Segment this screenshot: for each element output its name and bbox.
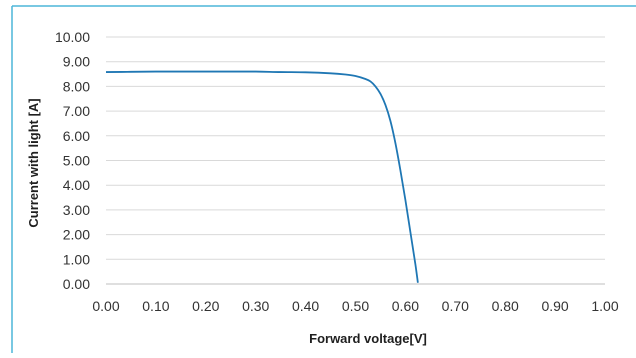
x-tick-label: 0.00	[92, 298, 119, 314]
x-tick-label: 0.70	[442, 298, 469, 314]
x-tick-label: 0.10	[142, 298, 169, 314]
x-tick-label: 0.50	[342, 298, 369, 314]
y-tick-label: 3.00	[63, 202, 90, 218]
y-tick-label: 7.00	[63, 103, 90, 119]
x-tick-label: 0.40	[292, 298, 319, 314]
y-tick-label: 4.00	[63, 177, 90, 193]
x-axis-title: Forward voltage[V]	[309, 331, 427, 346]
y-axis-title: Current with light [A]	[26, 98, 41, 227]
iv-curve-line	[105, 70, 419, 283]
x-tick-label: 0.80	[492, 298, 519, 314]
y-tick-label: 8.00	[63, 78, 90, 94]
x-tick-labels: 0.00 0.10 0.20 0.30 0.40 0.50 0.60 0.70 0.80 0.90…	[92, 298, 618, 314]
x-tick-label: 0.60	[392, 298, 419, 314]
grid-layer	[106, 36, 605, 285]
y-tick-label: 5.00	[63, 153, 90, 169]
x-tick-label: 1.00	[591, 298, 618, 314]
y-tick-label: 9.00	[63, 54, 90, 70]
y-tick-label: 10.00	[55, 29, 90, 45]
y-tick-labels: 0.00 1.00 2.00 3.00 4.00 5.00 6.00 7.00 8.00 9.00…	[55, 29, 90, 292]
series-layer	[105, 70, 419, 283]
x-tick-label: 0.30	[242, 298, 269, 314]
x-tick-label: 0.90	[541, 298, 568, 314]
y-tick-label: 6.00	[63, 128, 90, 144]
x-tick-label: 0.20	[192, 298, 219, 314]
y-tick-label: 0.00	[63, 276, 90, 292]
y-tick-label: 1.00	[63, 251, 90, 267]
y-tick-label: 2.00	[63, 227, 90, 243]
